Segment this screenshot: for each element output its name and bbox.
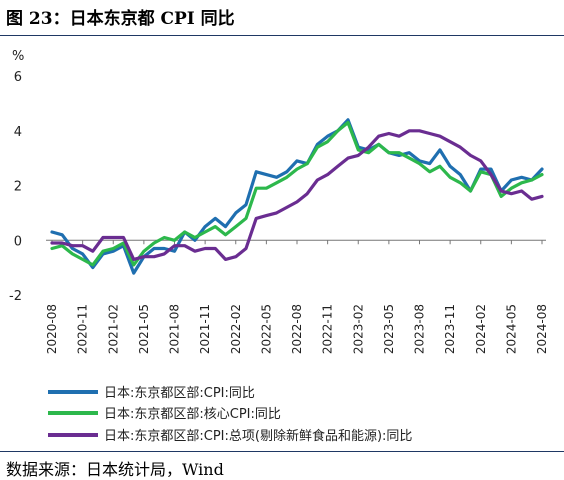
legend-label: 日本:东京都区部:CPI:同比 (104, 386, 255, 401)
x-tick-label: 2023-02 (351, 304, 365, 354)
series-line (50, 120, 544, 267)
y-axis-unit: % (12, 49, 24, 64)
source-note: 数据来源：日本统计局，Wind (6, 460, 224, 479)
x-tick-label: 2023-08 (413, 304, 427, 354)
x-tick-label: 2024-05 (504, 304, 518, 354)
line-chart: % -2 0 2 4 6 2020-08 2020-11 2021-02 2021-05 2021-… (9, 49, 549, 444)
x-tick-label: 2021-05 (137, 304, 151, 354)
y-tick-label: 4 (14, 125, 22, 140)
chart-lines (50, 118, 544, 275)
x-tick-label: 2020-08 (45, 304, 59, 354)
x-tick-label: 2023-11 (443, 304, 457, 354)
chart-legend: 日本:东京都区部:CPI:同比日本:东京都区部:核心CPI:同比日本:东京都区部… (48, 386, 412, 444)
x-tick-label: 2023-05 (382, 304, 396, 354)
x-tick-label: 2024-02 (474, 304, 488, 354)
legend-label: 日本:东京都区部:核心CPI:同比 (104, 407, 281, 422)
x-tick-label: 2022-11 (321, 304, 335, 354)
figure-title: 图 23：日本东京都 CPI 同比 (6, 9, 235, 29)
y-tick-label: 2 (14, 180, 22, 195)
series-line (50, 129, 544, 261)
y-tick-label: 6 (14, 70, 22, 85)
x-tick-label: 2022-08 (290, 304, 304, 354)
footer-divider (0, 451, 564, 452)
y-tick-label: 0 (14, 234, 22, 249)
x-tick-label: 2021-08 (168, 304, 182, 354)
x-tick-label: 2021-11 (198, 304, 212, 354)
title-divider (0, 35, 564, 36)
x-tick-label: 2020-11 (76, 304, 90, 354)
y-tick-label: -2 (9, 289, 22, 304)
x-tick-label: 2022-02 (229, 304, 243, 354)
series-line (50, 118, 544, 275)
legend-label: 日本:东京都区部:CPI:总项(剔除新鲜食品和能源):同比 (104, 428, 412, 444)
x-tick-label: 2024-08 (535, 304, 549, 354)
x-tick-label: 2022-05 (259, 304, 273, 354)
x-tick-label: 2021-02 (106, 304, 120, 354)
chart-axes: % -2 0 2 4 6 2020-08 2020-11 2021-02 2021-05 2021-… (9, 49, 549, 354)
